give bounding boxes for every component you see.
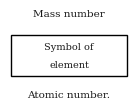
Text: element: element — [49, 61, 89, 70]
Text: Atomic number.: Atomic number. — [27, 91, 111, 100]
Text: Mass number: Mass number — [33, 10, 105, 19]
Text: Symbol of: Symbol of — [44, 43, 94, 52]
FancyBboxPatch shape — [11, 35, 127, 76]
